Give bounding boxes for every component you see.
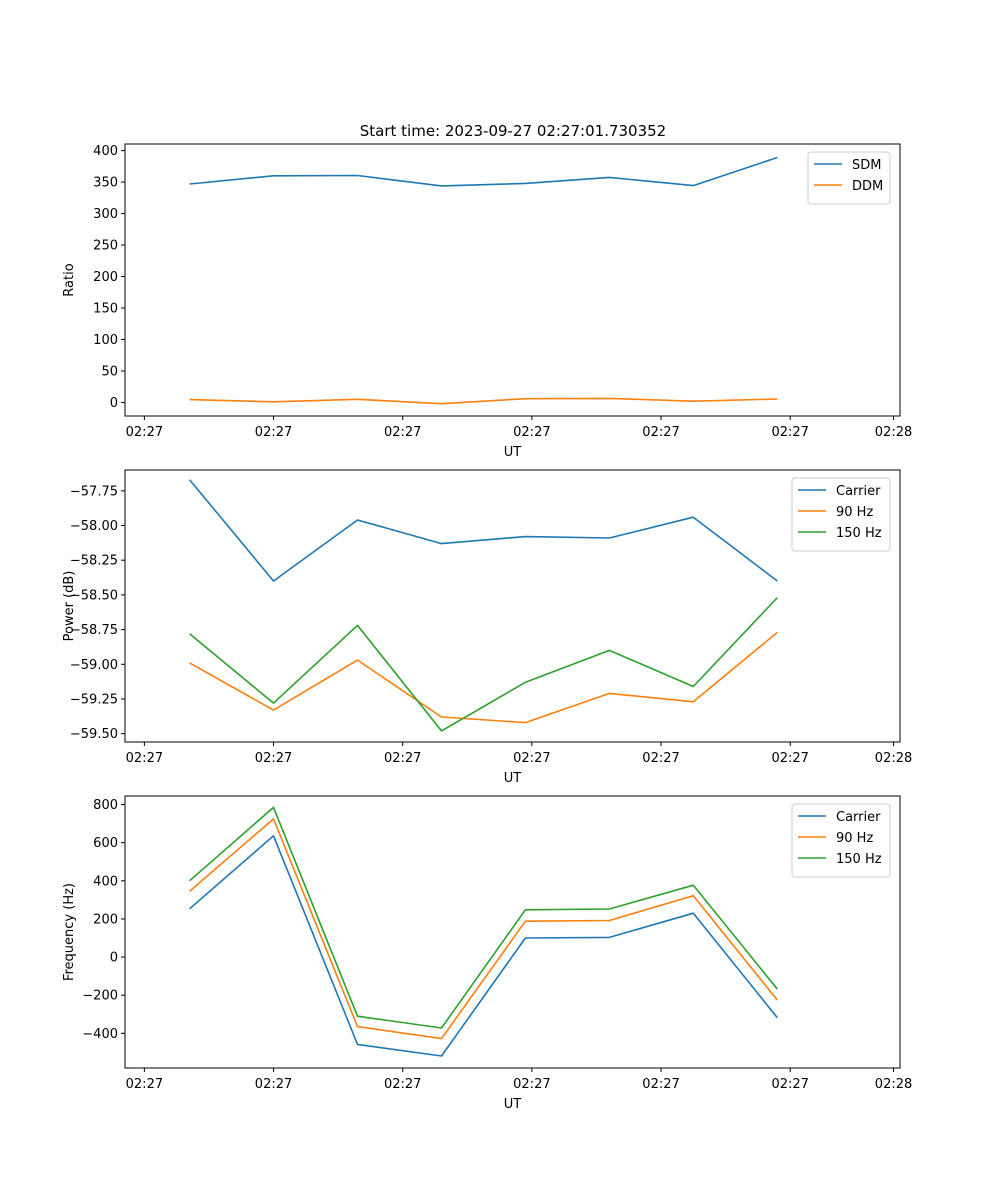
x-tick-label: 02:27 — [642, 425, 679, 440]
legend-label: Carrier — [836, 484, 881, 499]
axes-frame — [124, 795, 901, 1069]
legend-label: Carrier — [836, 810, 881, 825]
axes-frame — [124, 469, 901, 743]
axes-frame — [124, 143, 901, 417]
legend-label: 150 Hz — [836, 526, 882, 541]
series-line-150-hz — [189, 597, 778, 732]
y-tick-label: 150 — [93, 302, 118, 317]
x-tick-label: 02:27 — [513, 425, 550, 440]
y-tick-label: 200 — [93, 270, 118, 285]
series-line-90-hz — [189, 631, 778, 724]
series-line-carrier — [189, 834, 778, 1057]
series-line-carrier — [188, 479, 778, 582]
x-tick-label: 02:27 — [771, 751, 808, 766]
y-tick-label: −59.00 — [70, 658, 118, 673]
y-tick-label: −400 — [82, 1027, 118, 1042]
y-axis-label: Frequency (Hz) — [62, 883, 77, 981]
x-tick-label: 02:28 — [875, 1077, 912, 1092]
x-tick-label: 02:27 — [126, 425, 163, 440]
series-line-150-hz — [189, 806, 778, 1029]
x-tick-label: 02:27 — [126, 751, 163, 766]
x-tick-label: 02:27 — [513, 1077, 550, 1092]
subplot-2: 02:27 02:27 02:27 02:27 02:27 02:27 02:28 −59.5… — [62, 469, 912, 786]
y-tick-label: −58.25 — [70, 554, 118, 569]
y-axis-label: Ratio — [62, 263, 77, 296]
x-tick-label: 02:27 — [384, 425, 421, 440]
y-axis-label: Power (dB) — [62, 571, 77, 642]
y-tick-label: 400 — [93, 144, 118, 159]
legend-label: 90 Hz — [836, 831, 873, 846]
y-tick-label: 400 — [93, 874, 118, 889]
subplot-1: 02:27 02:27 02:27 02:27 02:27 02:27 02:28 0 50 10… — [62, 143, 912, 460]
x-tick-label: 02:27 — [255, 425, 292, 440]
legend-label: SDM — [852, 158, 881, 173]
y-tick-label: −58.00 — [70, 519, 118, 534]
y-tick-label: 200 — [93, 912, 118, 927]
y-tick-label: 100 — [93, 333, 118, 348]
y-tick-label: −58.50 — [70, 588, 118, 603]
series-line-sdm — [189, 156, 778, 187]
y-tick-label: −200 — [82, 989, 118, 1004]
chart-title: Start time: 2023-09-27 02:27:01.730352 — [360, 122, 666, 140]
x-tick-label: 02:27 — [513, 751, 550, 766]
legend: Carrier 90 Hz 150 Hz — [791, 803, 891, 878]
x-tick-label: 02:28 — [875, 425, 912, 440]
legend-label: DDM — [852, 179, 883, 194]
y-tick-label: 0 — [110, 951, 118, 966]
y-tick-label: 50 — [101, 364, 118, 379]
x-tick-label: 02:28 — [875, 751, 912, 766]
x-axis-label: UT — [504, 1097, 522, 1112]
y-tick-label: 800 — [93, 798, 118, 813]
y-tick-label: −59.50 — [70, 727, 118, 742]
y-tick-label: 350 — [93, 176, 118, 191]
x-tick-label: 02:27 — [384, 751, 421, 766]
legend: SDM DDM — [807, 151, 891, 205]
subplot-3: 02:27 02:27 02:27 02:27 02:27 02:27 02:28 −400 −… — [62, 795, 912, 1112]
x-tick-label: 02:27 — [255, 1077, 292, 1092]
y-tick-label: −59.25 — [70, 692, 118, 707]
x-tick-label: 02:27 — [642, 751, 679, 766]
y-tick-label: 600 — [93, 836, 118, 851]
x-tick-label: 02:27 — [642, 1077, 679, 1092]
y-tick-label: −57.75 — [70, 484, 118, 499]
legend: Carrier 90 Hz 150 Hz — [791, 477, 891, 552]
y-tick-label: 300 — [93, 207, 118, 222]
x-tick-label: 02:27 — [255, 751, 292, 766]
subplots: 02:27 02:27 02:27 02:27 02:27 02:27 02:28 0 50 10… — [62, 143, 912, 1112]
legend-label: 150 Hz — [836, 852, 882, 867]
x-tick-label: 02:27 — [126, 1077, 163, 1092]
x-tick-label: 02:27 — [384, 1077, 421, 1092]
x-tick-label: 02:27 — [771, 425, 808, 440]
series-line-90-hz — [189, 818, 778, 1040]
x-tick-label: 02:27 — [771, 1077, 808, 1092]
legend-label: 90 Hz — [836, 505, 873, 520]
x-axis-label: UT — [504, 445, 522, 460]
y-tick-label: 250 — [93, 239, 118, 254]
y-tick-label: −58.75 — [70, 623, 118, 638]
series-line-ddm — [189, 397, 778, 405]
legend-frame — [807, 151, 891, 205]
y-tick-label: 0 — [110, 396, 118, 411]
x-axis-label: UT — [504, 771, 522, 786]
